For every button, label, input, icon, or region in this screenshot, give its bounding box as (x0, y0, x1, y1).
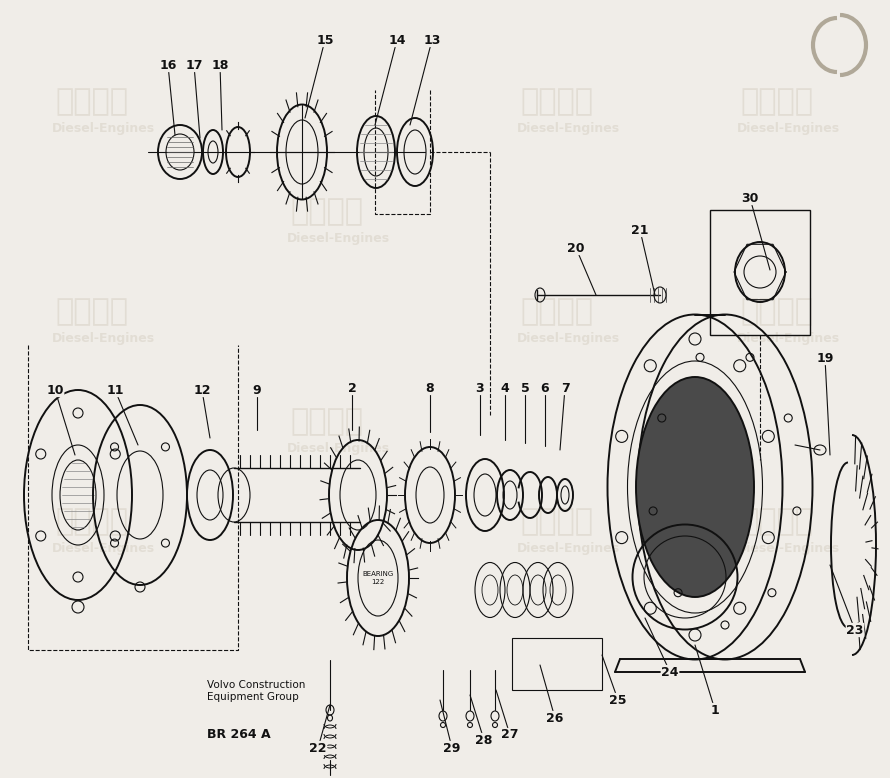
Text: 16: 16 (159, 58, 177, 72)
Text: 紧发动力: 紧发动力 (290, 407, 363, 436)
Text: 紧发动力: 紧发动力 (740, 507, 813, 536)
Text: 7: 7 (561, 381, 570, 394)
Text: Diesel-Engines: Diesel-Engines (737, 542, 840, 555)
Text: 1: 1 (710, 703, 719, 717)
Text: 14: 14 (388, 33, 406, 47)
Text: 紧发动力: 紧发动力 (520, 297, 593, 326)
Text: 11: 11 (106, 384, 124, 397)
Text: BEARING
122: BEARING 122 (362, 572, 393, 584)
Text: 紧发动力: 紧发动力 (520, 507, 593, 536)
Text: Diesel-Engines: Diesel-Engines (737, 332, 840, 345)
Text: 23: 23 (846, 623, 863, 636)
Text: Diesel-Engines: Diesel-Engines (287, 232, 390, 245)
Ellipse shape (636, 377, 754, 597)
Text: 18: 18 (211, 58, 229, 72)
Text: Volvo Construction
Equipment Group: Volvo Construction Equipment Group (207, 680, 305, 702)
Text: Diesel-Engines: Diesel-Engines (52, 122, 155, 135)
Text: 5: 5 (521, 381, 530, 394)
Text: 8: 8 (425, 381, 434, 394)
Text: 4: 4 (500, 381, 509, 394)
Text: 26: 26 (546, 712, 563, 724)
Text: 9: 9 (253, 384, 262, 397)
Text: 紧发动力: 紧发动力 (55, 297, 128, 326)
Text: 15: 15 (316, 33, 334, 47)
Text: 3: 3 (475, 381, 484, 394)
Text: Diesel-Engines: Diesel-Engines (517, 542, 620, 555)
Text: 19: 19 (816, 352, 834, 365)
Text: 紧发动力: 紧发动力 (55, 87, 128, 116)
Text: 22: 22 (309, 741, 327, 755)
Text: 紧发动力: 紧发动力 (740, 87, 813, 116)
Text: 12: 12 (193, 384, 211, 397)
Text: 6: 6 (541, 381, 549, 394)
Text: Diesel-Engines: Diesel-Engines (52, 542, 155, 555)
Text: Diesel-Engines: Diesel-Engines (517, 332, 620, 345)
Text: 紧发动力: 紧发动力 (740, 297, 813, 326)
Text: Diesel-Engines: Diesel-Engines (52, 332, 155, 345)
Text: 17: 17 (185, 58, 203, 72)
Text: 紧发动力: 紧发动力 (520, 87, 593, 116)
Text: 紧发动力: 紧发动力 (290, 197, 363, 226)
Text: 28: 28 (475, 734, 493, 747)
Text: 24: 24 (661, 665, 679, 678)
Text: 13: 13 (424, 33, 441, 47)
Bar (512, 638, 602, 690)
Text: 27: 27 (501, 728, 519, 741)
Text: 25: 25 (610, 693, 627, 706)
Text: Diesel-Engines: Diesel-Engines (287, 442, 390, 455)
Text: BR 264 A: BR 264 A (207, 728, 271, 741)
Text: 2: 2 (348, 381, 356, 394)
Text: 29: 29 (443, 741, 461, 755)
Text: 紧发动力: 紧发动力 (55, 507, 128, 536)
Bar (710, 210, 810, 335)
Text: Diesel-Engines: Diesel-Engines (737, 122, 840, 135)
Text: 30: 30 (741, 191, 758, 205)
Text: 21: 21 (631, 223, 649, 237)
Text: 20: 20 (567, 241, 585, 254)
Text: Diesel-Engines: Diesel-Engines (517, 122, 620, 135)
Text: 10: 10 (46, 384, 64, 397)
